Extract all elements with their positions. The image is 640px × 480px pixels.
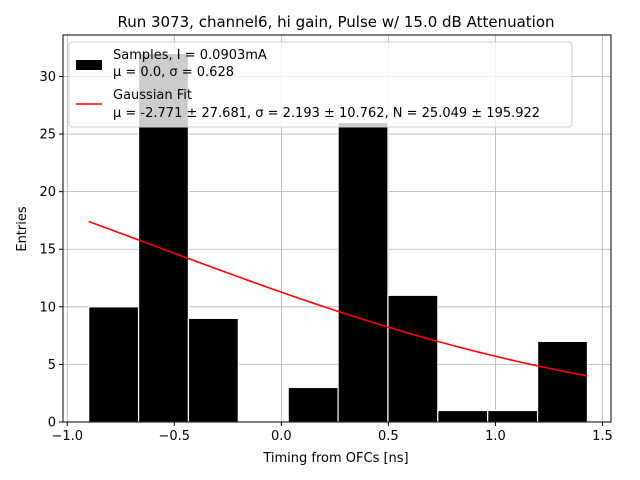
legend-fit-label: Gaussian Fit	[113, 88, 192, 103]
y-tick-label-3: 15	[39, 243, 56, 258]
y-tick-label-5: 25	[39, 128, 56, 143]
legend-box	[68, 41, 573, 128]
x-axis-ticks: −1.0 −0.5 0.0 0.5 1.0 1.5	[51, 422, 613, 444]
x-tick-label-4: 1.0	[485, 429, 506, 444]
histogram-bar-6	[387, 294, 439, 423]
y-tick-label-4: 20	[39, 185, 56, 200]
chart-title: Run 3073, channel6, hi gain, Pulse w/ 15…	[117, 13, 554, 31]
histogram-bar-0	[88, 306, 140, 423]
legend-samples-swatch	[76, 60, 102, 70]
legend-samples-stats: μ = 0.0, σ = 0.628	[113, 65, 234, 80]
x-tick-label-3: 0.5	[378, 429, 399, 444]
plot-frame	[62, 34, 612, 423]
y-tick-label-0: 0	[48, 416, 56, 431]
histogram-bar-2	[187, 317, 239, 423]
x-tick-label-0: −1.0	[51, 429, 83, 444]
histogram-bar-7	[437, 409, 489, 423]
histogram-bar-5	[337, 121, 389, 423]
y-tick-label-2: 10	[39, 300, 56, 315]
legend-samples-label: Samples, I = 0.0903mA	[113, 48, 267, 63]
histogram-bar-9	[536, 340, 589, 423]
y-tick-label-6: 30	[39, 70, 56, 85]
y-axis-ticks: 0 5 10 15 20 25 30	[39, 70, 63, 431]
gaussian-fit-line	[88, 220, 588, 377]
x-tick-label-5: 1.5	[592, 429, 613, 444]
histogram-bar-4	[287, 386, 339, 423]
histogram-bar-8	[487, 409, 539, 423]
x-axis-label: Timing from OFCs [ns]	[262, 451, 408, 466]
x-tick-label-1: −0.5	[159, 429, 191, 444]
legend-fit-stats: μ = -2.771 ± 27.681, σ = 2.193 ± 10.762,…	[113, 106, 540, 121]
legend: Samples, I = 0.0903mA μ = 0.0, σ = 0.628…	[68, 41, 573, 128]
y-axis-label: Entries	[15, 206, 30, 252]
y-tick-label-1: 5	[48, 358, 56, 373]
x-tick-label-2: 0.0	[271, 429, 292, 444]
